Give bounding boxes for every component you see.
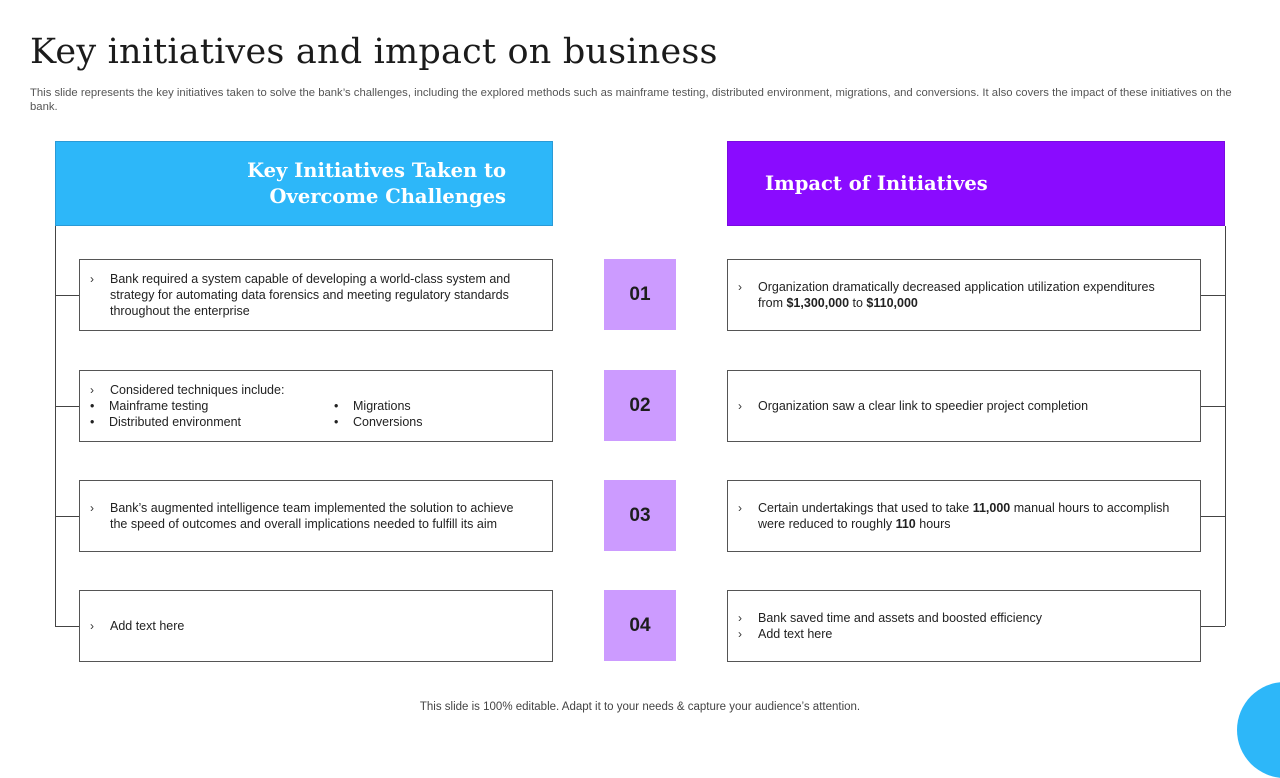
technique-label: Distributed environment — [109, 415, 242, 429]
impact-text: Certain undertakings that used to take 1… — [758, 501, 1170, 531]
initiative-text: Considered techniques include: — [110, 383, 285, 397]
chevron-right-icon: › — [738, 627, 742, 641]
techniques-list: • Mainframe testing • Distributed enviro… — [90, 398, 578, 430]
bullet-icon: • — [334, 399, 339, 413]
chevron-right-icon: › — [738, 611, 742, 625]
chevron-right-icon: › — [90, 501, 94, 515]
chevron-right-icon: › — [738, 280, 742, 294]
initiative-text: Add text here — [110, 619, 185, 633]
connector-tick — [55, 516, 79, 517]
bullet-icon: • — [334, 415, 339, 429]
connector-tick — [55, 295, 79, 296]
chevron-right-icon: › — [90, 619, 94, 633]
step-number-1: 01 — [604, 259, 676, 330]
bullet-icon: • — [90, 399, 95, 413]
initiative-box-3: › Bank’s augmented intelligence team imp… — [79, 480, 553, 552]
list-item: • Distributed environment — [90, 414, 334, 430]
initiative-box-4: › Add text here — [79, 590, 553, 662]
key-initiatives-header-line2: Overcome Challenges — [269, 184, 506, 208]
initiative-box-1: › Bank required a system capable of deve… — [79, 259, 553, 331]
initiative-text: Bank required a system capable of develo… — [110, 272, 511, 318]
initiative-text: Bank’s augmented intelligence team imple… — [110, 501, 514, 531]
key-initiatives-header: Key Initiatives Taken to Overcome Challe… — [55, 141, 553, 226]
page-title: Key initiatives and impact on business — [30, 32, 718, 72]
bullet-icon: • — [90, 415, 95, 429]
impact-text: Organization dramatically decreased appl… — [758, 280, 1155, 310]
footer-note: This slide is 100% editable. Adapt it to… — [419, 701, 861, 713]
impact-box-3: › Certain undertakings that used to take… — [727, 480, 1201, 552]
connector-tick — [1201, 516, 1225, 517]
impact-value: 110 — [895, 517, 916, 531]
list-item: • Conversions — [334, 414, 578, 430]
connector-tick — [1201, 295, 1225, 296]
chevron-right-icon: › — [90, 272, 94, 286]
chevron-right-icon: › — [738, 399, 742, 413]
chevron-right-icon: › — [738, 501, 742, 515]
corner-decoration-circle — [1237, 682, 1280, 778]
connector-tick — [1201, 406, 1225, 407]
connector-tick — [1201, 626, 1225, 627]
impact-text: Bank saved time and assets and boosted e… — [758, 611, 1042, 625]
impact-value: $1,300,000 — [786, 296, 850, 310]
impact-box-1: › Organization dramatically decreased ap… — [727, 259, 1201, 331]
impact-header: Impact of Initiatives — [727, 141, 1225, 226]
connector-tick — [55, 406, 79, 407]
step-number-3: 03 — [604, 480, 676, 551]
impact-box-2: › Organization saw a clear link to speed… — [727, 370, 1201, 442]
step-number-2: 02 — [604, 370, 676, 441]
list-item: • Migrations — [334, 398, 578, 414]
impact-text: Organization saw a clear link to speedie… — [758, 399, 1089, 413]
key-initiatives-header-line1: Key Initiatives Taken to — [247, 158, 506, 182]
impact-box-4: › Bank saved time and assets and boosted… — [727, 590, 1201, 662]
impact-header-label: Impact of Initiatives — [765, 171, 988, 195]
impact-text: Add text here — [758, 627, 833, 641]
connector-tick — [55, 626, 79, 627]
impact-value: $110,000 — [866, 296, 918, 310]
page-subtitle: This slide represents the key initiative… — [30, 87, 1232, 113]
list-item: • Mainframe testing — [90, 398, 334, 414]
technique-label: Mainframe testing — [109, 399, 209, 413]
initiative-box-2: › Considered techniques include: • Mainf… — [79, 370, 553, 442]
right-bracket-line — [1201, 226, 1226, 626]
chevron-right-icon: › — [90, 383, 94, 397]
step-number-4: 04 — [604, 590, 676, 661]
technique-label: Conversions — [353, 415, 423, 429]
technique-label: Migrations — [353, 399, 411, 413]
impact-value: 11,000 — [972, 501, 1011, 515]
left-bracket-line — [55, 226, 80, 626]
